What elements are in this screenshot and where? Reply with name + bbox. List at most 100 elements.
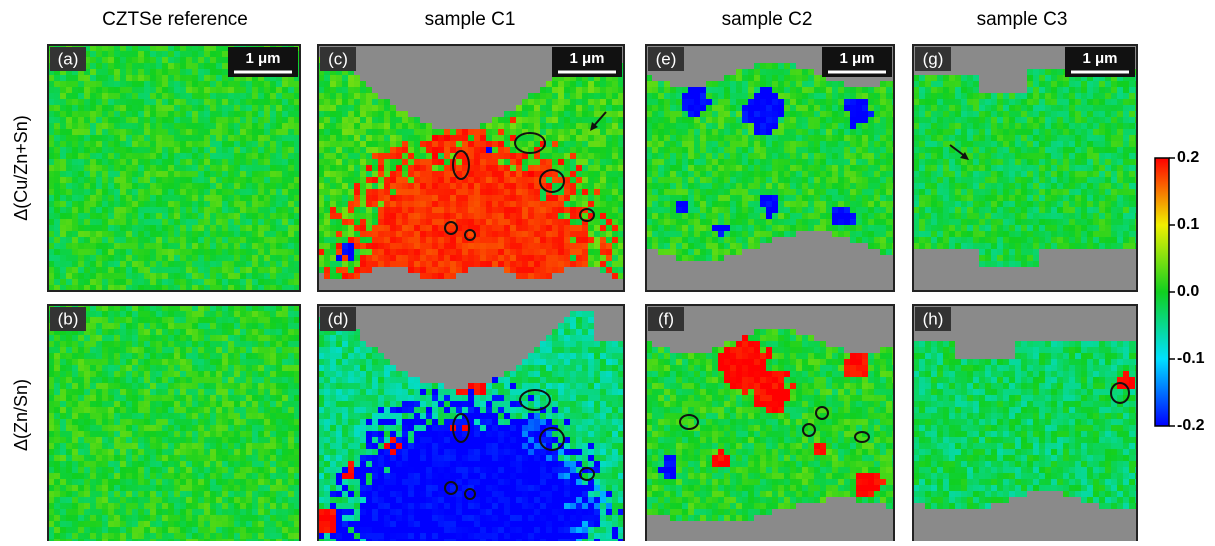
map-pixel (264, 329, 270, 335)
map-pixel (270, 371, 276, 377)
map-pixel (72, 437, 78, 443)
map-pixel (108, 105, 114, 111)
map-pixel (360, 255, 366, 261)
map-pixel (420, 135, 426, 141)
map-pixel (606, 195, 612, 201)
map-pixel (288, 153, 294, 159)
map-pixel (594, 237, 600, 243)
map-pixel (54, 449, 60, 455)
map-pixel (420, 177, 426, 183)
map-pixel (126, 437, 132, 443)
map-pixel (276, 195, 282, 201)
map-pixel (66, 509, 72, 515)
map-pixel (288, 123, 294, 129)
map-pixel (144, 479, 150, 485)
map-pixel (222, 57, 228, 63)
map-pixel (240, 123, 246, 129)
map-pixel (126, 407, 132, 413)
map-pixel (288, 473, 294, 479)
map-pixel (288, 359, 294, 365)
map-pixel (156, 425, 162, 431)
map-pixel (114, 533, 120, 539)
map-pixel (72, 419, 78, 425)
map-pixel (348, 135, 354, 141)
map-pixel (354, 93, 360, 99)
map-pixel (606, 153, 612, 159)
map-pixel (102, 219, 108, 225)
map-pixel (540, 219, 546, 225)
map-pixel (282, 219, 288, 225)
map-pixel (336, 135, 342, 141)
map-pixel (474, 207, 480, 213)
map-pixel (168, 171, 174, 177)
map-pixel (108, 51, 114, 57)
map-pixel (456, 195, 462, 201)
map-pixel (174, 473, 180, 479)
map-pixel (186, 413, 192, 419)
map-pixel (174, 165, 180, 171)
map-pixel (246, 171, 252, 177)
map-pixel (108, 99, 114, 105)
map-pixel (600, 123, 606, 129)
map-pixel (216, 177, 222, 183)
map-pixel (276, 497, 282, 503)
map-pixel (432, 219, 438, 225)
map-pixel (258, 521, 264, 527)
map-pixel (132, 177, 138, 183)
map-pixel (168, 443, 174, 449)
map-pixel (516, 207, 522, 213)
map-pixel (156, 449, 162, 455)
map-pixel (78, 195, 84, 201)
map-pixel (228, 485, 234, 491)
map-pixel (84, 219, 90, 225)
map-pixel (216, 147, 222, 153)
map-pixel (276, 371, 282, 377)
map-pixel (120, 237, 126, 243)
map-pixel (216, 111, 222, 117)
map-pixel (228, 213, 234, 219)
map-pixel (588, 147, 594, 153)
map-pixel (216, 153, 222, 159)
map-pixel (198, 279, 204, 285)
map-pixel (270, 419, 276, 425)
map-pixel (228, 509, 234, 515)
map-pixel (462, 129, 468, 135)
map-pixel (288, 267, 294, 273)
map-pixel (120, 93, 126, 99)
map-pixel (120, 365, 126, 371)
map-pixel (342, 219, 348, 225)
map-pixel (180, 87, 186, 93)
map-pixel (348, 141, 354, 147)
map-pixel (570, 141, 576, 147)
map-pixel (150, 147, 156, 153)
map-pixel (72, 75, 78, 81)
map-pixel (552, 219, 558, 225)
map-pixel (354, 171, 360, 177)
map-pixel (276, 231, 282, 237)
map-pixel (72, 491, 78, 497)
map-pixel (246, 353, 252, 359)
map-pixel (378, 225, 384, 231)
map-pixel (342, 207, 348, 213)
map-pixel (120, 449, 126, 455)
map-pixel (96, 165, 102, 171)
map-pixel (108, 383, 114, 389)
map-pixel (132, 231, 138, 237)
map-pixel (180, 213, 186, 219)
map-pixel (228, 207, 234, 213)
map-pixel (450, 273, 456, 279)
map-pixel (576, 117, 582, 123)
map-panel: (c)1 μm (318, 45, 624, 291)
map-pixel (438, 195, 444, 201)
map-pixel (366, 177, 372, 183)
map-pixel (432, 141, 438, 147)
map-pixel (330, 261, 336, 267)
map-pixel (246, 491, 252, 497)
map-pixel (432, 249, 438, 255)
map-pixel (102, 419, 108, 425)
map-pixel (504, 243, 510, 249)
map-pixel (204, 267, 210, 273)
map-pixel (252, 527, 258, 533)
map-pixel (546, 225, 552, 231)
map-pixel (222, 485, 228, 491)
